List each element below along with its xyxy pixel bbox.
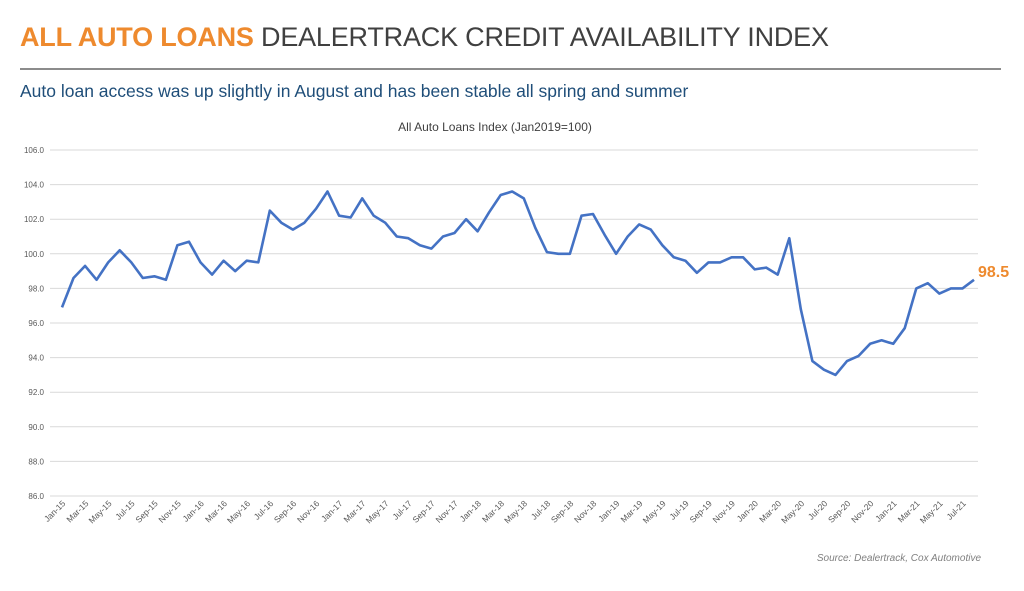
y-tick-label: 104.0 (24, 181, 45, 190)
x-tick-label: Sep-18 (549, 498, 576, 525)
x-tick-label: Nov-15 (156, 498, 183, 525)
x-tick-label: Jan-17 (319, 498, 345, 524)
subtitle: Auto loan access was up slightly in Augu… (20, 81, 689, 101)
series-group (60, 190, 975, 377)
x-tick-label: Mar-18 (480, 498, 506, 524)
source-note: Source: Dealertrack, Cox Automotive (816, 553, 981, 564)
title-highlight: ALL AUTO LOANS (20, 22, 254, 52)
x-tick-label: Mar-16 (203, 498, 229, 524)
x-tick-label: Jan-18 (458, 498, 484, 524)
header-divider (20, 68, 1001, 70)
x-tick-label: May-21 (918, 498, 945, 525)
page-title: ALL AUTO LOANS DEALERTRACK CREDIT AVAILA… (20, 22, 829, 53)
y-tick-label: 100.0 (24, 250, 45, 259)
y-tick-label: 90.0 (28, 423, 44, 432)
y-tick-label: 86.0 (28, 492, 44, 501)
x-tick-label: May-19 (641, 498, 668, 525)
x-tick-label: Nov-16 (295, 498, 322, 525)
x-tick-label: May-20 (779, 498, 806, 525)
x-tick-label: Jan-20 (735, 498, 761, 524)
x-tick-label: Sep-17 (410, 498, 437, 525)
x-tick-label: Sep-15 (133, 498, 160, 525)
title-rest: DEALERTRACK CREDIT AVAILABILITY INDEX (261, 22, 829, 52)
gridlines (50, 149, 978, 497)
x-tick-label: Mar-15 (64, 498, 90, 524)
x-tick-label: Nov-19 (711, 498, 738, 525)
x-tick-label: Sep-19 (687, 498, 714, 525)
x-tick-label: Mar-17 (341, 498, 367, 524)
y-tick-label: 102.0 (24, 215, 45, 224)
y-tick-label: 98.0 (28, 284, 44, 293)
x-tick-label: Jul-21 (944, 498, 968, 522)
x-tick-label: May-18 (502, 498, 529, 525)
y-tick-label: 106.0 (24, 146, 45, 155)
chart-title: All Auto Loans Index (Jan2019=100) (398, 120, 592, 134)
x-tick-label: Sep-20 (826, 498, 853, 525)
x-tick-label: May-16 (225, 498, 252, 525)
y-tick-label: 94.0 (28, 354, 44, 363)
x-tick-label: Jan-21 (873, 498, 899, 524)
end-value-label: 98.5 (978, 264, 1009, 281)
x-tick-label: Jan-19 (596, 498, 622, 524)
x-tick-label: May-15 (86, 498, 113, 525)
y-tick-label: 92.0 (28, 388, 44, 397)
x-tick-label: Jan-15 (42, 498, 68, 524)
x-tick-label: Nov-18 (572, 498, 599, 525)
x-tick-label: Nov-17 (433, 498, 460, 525)
x-tick-label: Jan-16 (180, 498, 206, 524)
y-tick-label: 96.0 (28, 319, 44, 328)
y-tick-label: 88.0 (28, 457, 44, 466)
x-tick-label: Mar-19 (619, 498, 645, 524)
x-tick-label: May-17 (364, 498, 391, 525)
x-tick-label: Nov-20 (849, 498, 876, 525)
series-line (60, 190, 975, 377)
x-tick-label: Mar-21 (896, 498, 922, 524)
x-tick-label: Sep-16 (272, 498, 299, 525)
y-axis: 86.0 88.0 90.0 92.0 94.0 96.0 98.0 100.0 102.0 10… (24, 146, 45, 501)
x-tick-label: Mar-20 (757, 498, 783, 524)
